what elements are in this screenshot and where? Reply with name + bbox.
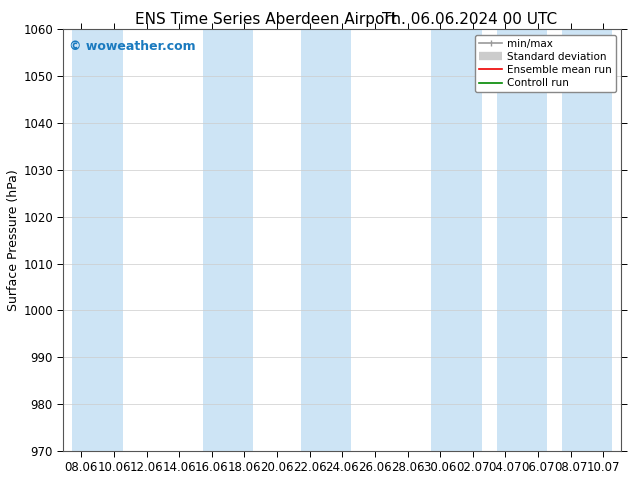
Y-axis label: Surface Pressure (hPa): Surface Pressure (hPa) <box>8 169 20 311</box>
Bar <box>496 29 547 451</box>
Bar <box>301 29 351 451</box>
Bar <box>431 29 482 451</box>
Legend: min/max, Standard deviation, Ensemble mean run, Controll run: min/max, Standard deviation, Ensemble me… <box>475 35 616 92</box>
Bar <box>203 29 254 451</box>
Text: © woweather.com: © woweather.com <box>69 40 196 53</box>
Bar <box>562 29 612 451</box>
Text: Th. 06.06.2024 00 UTC: Th. 06.06.2024 00 UTC <box>382 12 557 27</box>
Bar <box>72 29 123 451</box>
Text: ENS Time Series Aberdeen Airport: ENS Time Series Aberdeen Airport <box>136 12 397 27</box>
